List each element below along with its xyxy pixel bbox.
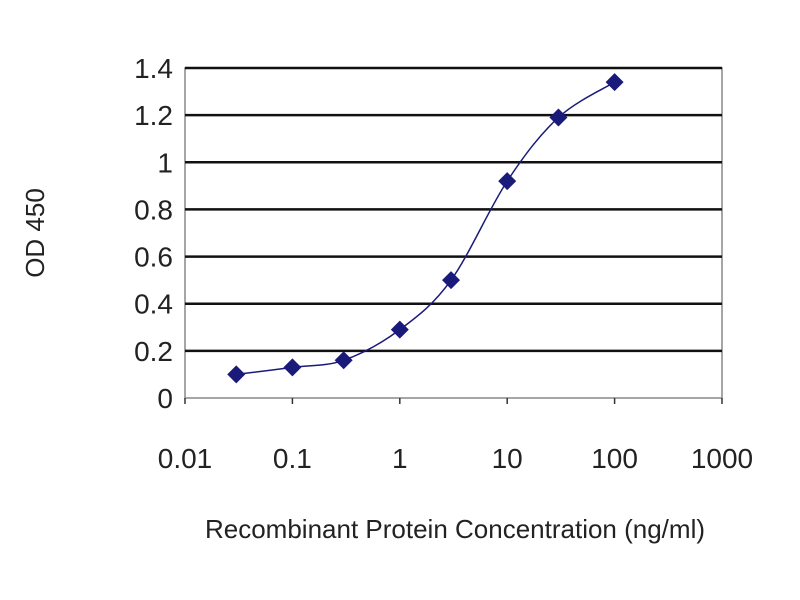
x-tick-label: 100 — [591, 443, 638, 474]
data-point — [498, 172, 517, 191]
y-tick-label: 1 — [157, 147, 173, 178]
y-tick-label: 0.6 — [134, 242, 173, 273]
series-line — [236, 81, 615, 376]
plot-area — [184, 67, 723, 399]
x-tick-label: 1 — [392, 443, 408, 474]
data-point — [390, 320, 409, 339]
data-point — [334, 351, 353, 370]
y-tick-label: 0 — [157, 383, 173, 414]
data-point — [605, 73, 624, 92]
y-axis-label: OD 450 — [20, 188, 50, 278]
y-tick-label: 0.2 — [134, 336, 173, 367]
x-tick-label: 0.01 — [158, 443, 213, 474]
x-tick-label: 1000 — [691, 443, 753, 474]
x-tick-label: 10 — [492, 443, 523, 474]
y-tick-label: 0.4 — [134, 289, 173, 320]
data-point — [442, 271, 461, 290]
y-tick-label: 0.8 — [134, 194, 173, 225]
data-point — [227, 365, 246, 384]
x-tick-label: 0.1 — [273, 443, 312, 474]
y-tick-label: 1.2 — [134, 100, 173, 131]
data-point — [283, 358, 302, 377]
x-axis-label: Recombinant Protein Concentration (ng/ml… — [205, 514, 705, 544]
y-tick-label: 1.4 — [134, 53, 173, 84]
data-point — [549, 108, 568, 127]
